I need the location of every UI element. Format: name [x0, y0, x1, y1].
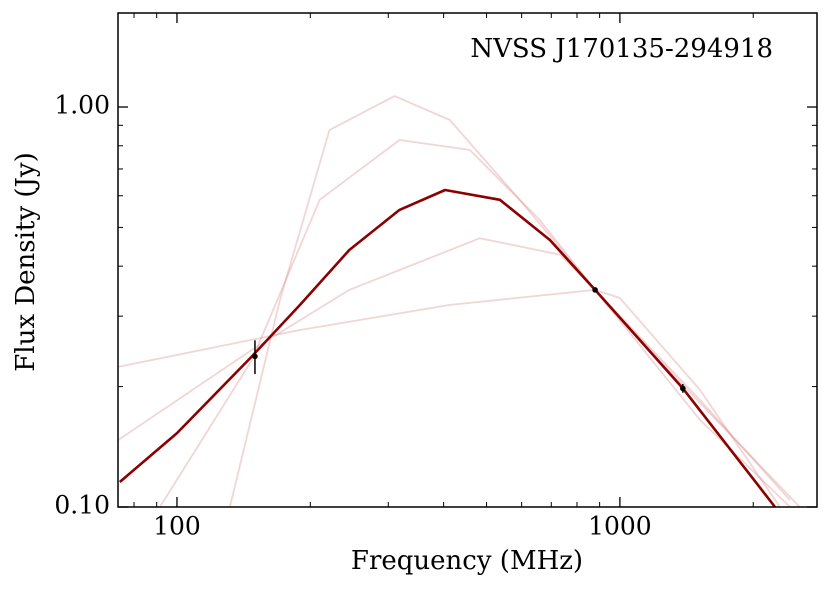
data-point	[592, 287, 598, 293]
annotation: NVSS J170135-294918	[470, 34, 773, 64]
x-tick-label: 100	[153, 512, 201, 541]
plot-area	[118, 95, 801, 507]
x-tick-label: 1000	[588, 512, 652, 541]
x-axis-label: Frequency (MHz)	[351, 546, 583, 576]
data-point	[680, 385, 686, 392]
y-tick-label: 0.10	[54, 491, 110, 520]
sample-curve	[229, 95, 791, 507]
y-axis-label: Flux Density (Jy)	[11, 152, 41, 371]
sample-curve	[159, 139, 801, 507]
sample-curve	[118, 237, 791, 501]
model-curve	[118, 188, 777, 507]
axes-frame	[117, 12, 818, 508]
sample-curve	[118, 289, 781, 507]
y-tick-label: 1.00	[54, 91, 110, 120]
data-point	[252, 353, 258, 360]
